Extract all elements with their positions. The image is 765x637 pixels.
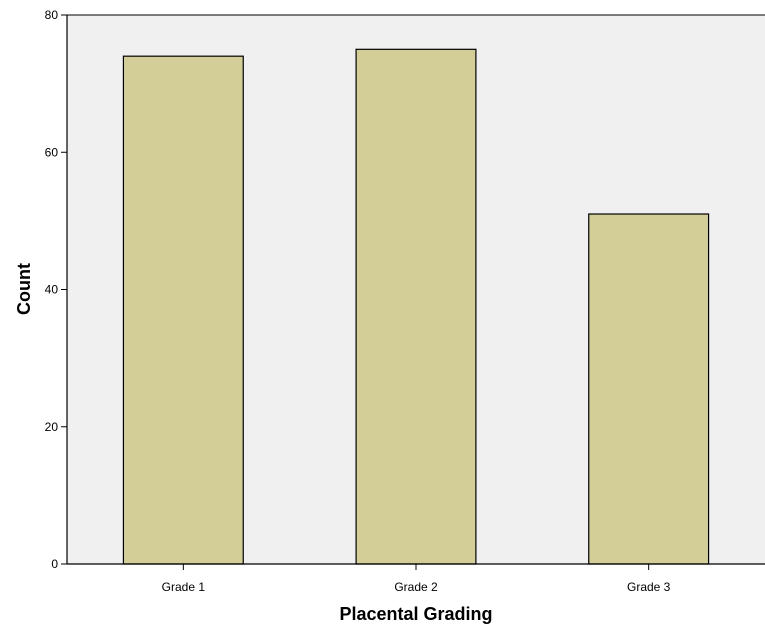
bar-grade-2 [355, 48, 477, 565]
bar-grade-3 [588, 213, 710, 565]
y-tick-label: 60 [45, 145, 59, 159]
y-tick-label: 80 [45, 8, 59, 22]
x-tick-label: Grade 3 [627, 580, 671, 594]
y-axis-ticks: 0 20 40 60 80 [45, 8, 67, 571]
y-tick-label: 40 [45, 283, 59, 297]
bar-grade-1 [122, 55, 244, 565]
y-tick-label: 0 [51, 557, 58, 571]
x-tick-label: Grade 1 [162, 580, 206, 594]
y-axis-title: Count [14, 263, 34, 315]
x-tick-label: Grade 2 [394, 580, 438, 594]
y-tick-label: 20 [45, 420, 59, 434]
bars-layer [122, 48, 710, 565]
x-axis-title: Placental Grading [339, 604, 492, 624]
x-axis-ticks: Grade 1 Grade 2 Grade 3 [162, 564, 671, 594]
